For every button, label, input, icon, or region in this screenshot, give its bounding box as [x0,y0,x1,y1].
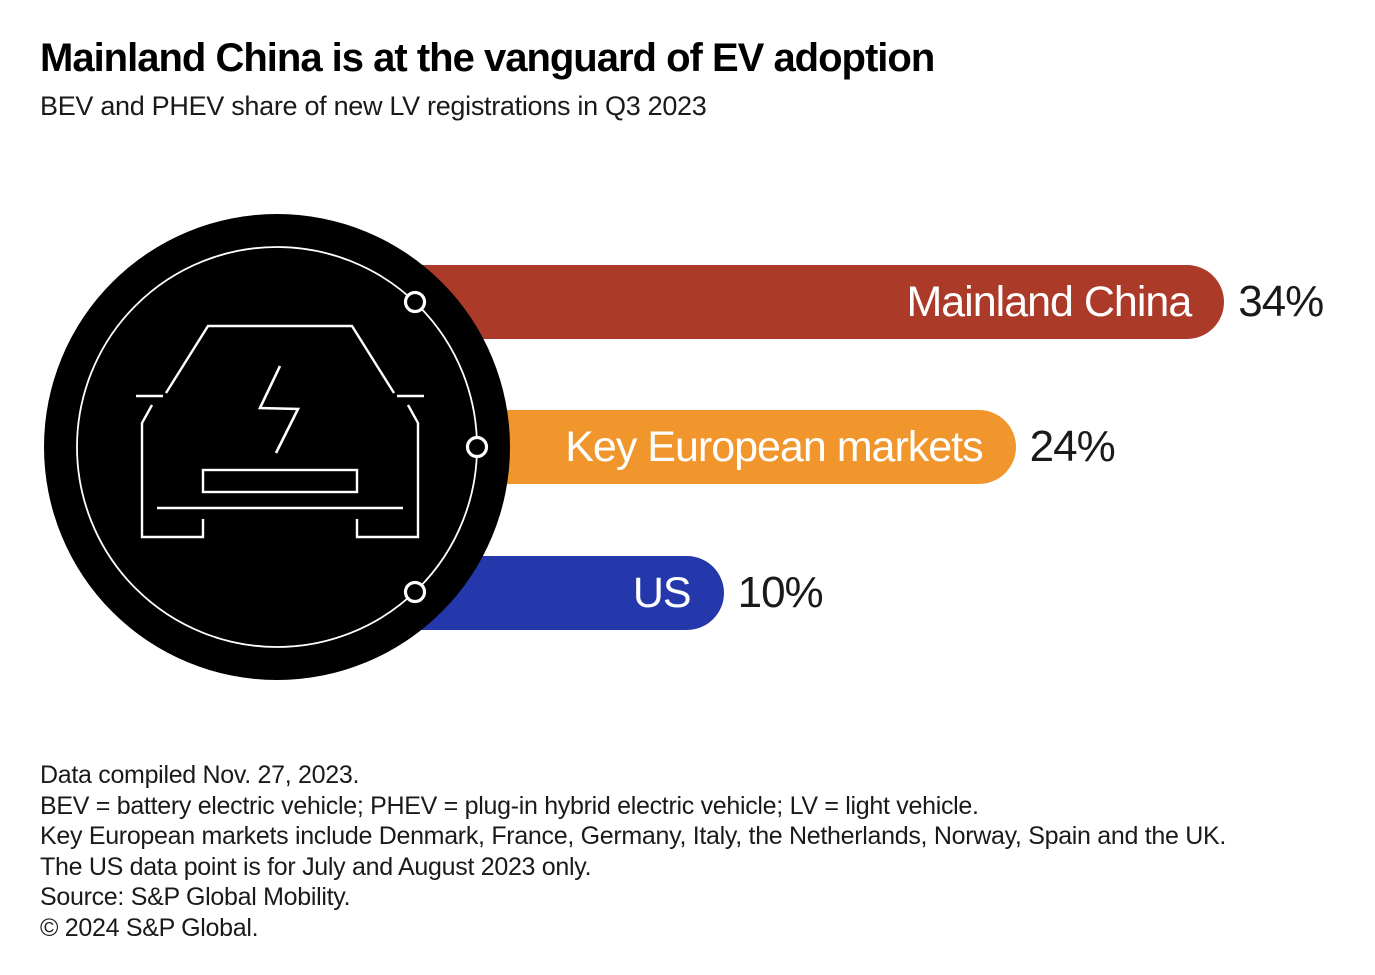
footnote-copyright: © 2024 S&P Global. [40,913,259,942]
footnotes: Data compiled Nov. 27, 2023. BEV = batte… [40,760,1226,943]
footnote-abbreviations: BEV = battery electric vehicle; PHEV = p… [40,791,979,820]
orbit-node-top-icon [403,290,427,314]
electric-car-badge-icon [44,214,510,680]
chart-subtitle: BEV and PHEV share of new LV registratio… [40,91,707,121]
bar-value-label: 24% [1029,422,1116,471]
footnote-us-data: The US data point is for July and August… [40,852,592,881]
bar-mainland-china: Mainland China [380,265,1225,339]
bar-row: Mainland China 34% [380,265,1324,339]
bar-category-label: Key European markets [565,422,983,471]
bar-value-label: 34% [1238,277,1324,326]
badge-circle [44,214,510,680]
bar-category-label: Mainland China [906,277,1192,326]
car-outline-icon [136,324,424,539]
chart-title: Mainland China is at the vanguard of EV … [40,36,935,80]
lightning-bolt-icon [257,365,301,454]
orbit-node-bottom-icon [403,580,427,604]
footnote-european-markets: Key European markets include Denmark, Fr… [40,822,1227,850]
footnote-source: Source: S&P Global Mobility. [40,883,351,911]
bar-value-label: 10% [737,568,824,617]
bar-category-label: US [632,568,692,617]
orbit-node-middle-icon [465,435,489,459]
footnote-compiled-date: Data compiled Nov. 27, 2023. [40,761,360,789]
